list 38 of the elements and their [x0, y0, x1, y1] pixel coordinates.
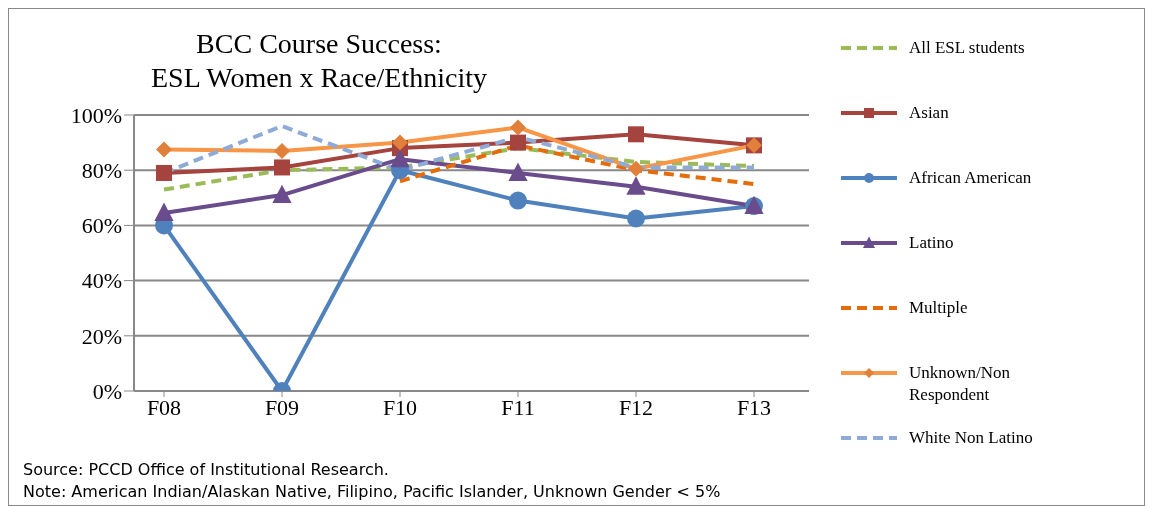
point	[508, 162, 528, 181]
point	[628, 126, 644, 143]
x-tick-label: F11	[501, 394, 535, 420]
y-tick-label: 0%	[92, 378, 122, 404]
source-note: Source: PCCD Office of Institutional Research.	[23, 459, 390, 481]
legend-label: White Non Latino	[909, 427, 1034, 449]
x-tick-label: F10	[382, 394, 418, 420]
y-tick-label: 80%	[81, 158, 122, 184]
point	[509, 191, 527, 210]
point	[274, 142, 290, 159]
y-tick-label: 40%	[81, 268, 122, 294]
point	[510, 134, 526, 151]
point	[156, 164, 172, 181]
point	[156, 141, 172, 158]
legend-label: Multiple	[909, 297, 969, 319]
text: Note: American Indian/Alaskan Native, Filipino, Pacific Islander, Unknown Gender < 5%	[23, 481, 721, 503]
y-tick-label: 20%	[81, 323, 122, 349]
point	[627, 209, 645, 228]
point	[392, 134, 408, 151]
legend-label: Latino	[909, 232, 955, 254]
legend-label: Asian	[909, 102, 950, 124]
x-tick-label: F12	[618, 394, 654, 420]
point	[272, 184, 292, 204]
point	[628, 160, 644, 177]
point	[390, 148, 410, 168]
point	[510, 119, 526, 136]
x-tick-label: F09	[264, 394, 300, 420]
x-tick-label: F13	[736, 394, 772, 420]
point	[274, 159, 290, 176]
legend-label: All ESL students	[909, 37, 1026, 59]
chart-title: BCC Course Success: ESL Women x Race/Ethnicity	[150, 27, 488, 95]
x-tick-label: F08	[146, 394, 182, 420]
point	[626, 176, 646, 195]
legend-label: Unknown/Non Respondent	[909, 362, 1012, 406]
legend-label: African American	[909, 167, 1033, 189]
y-tick-label: 60%	[81, 213, 122, 239]
point	[154, 202, 174, 221]
y-tick-label: 100%	[70, 102, 122, 128]
